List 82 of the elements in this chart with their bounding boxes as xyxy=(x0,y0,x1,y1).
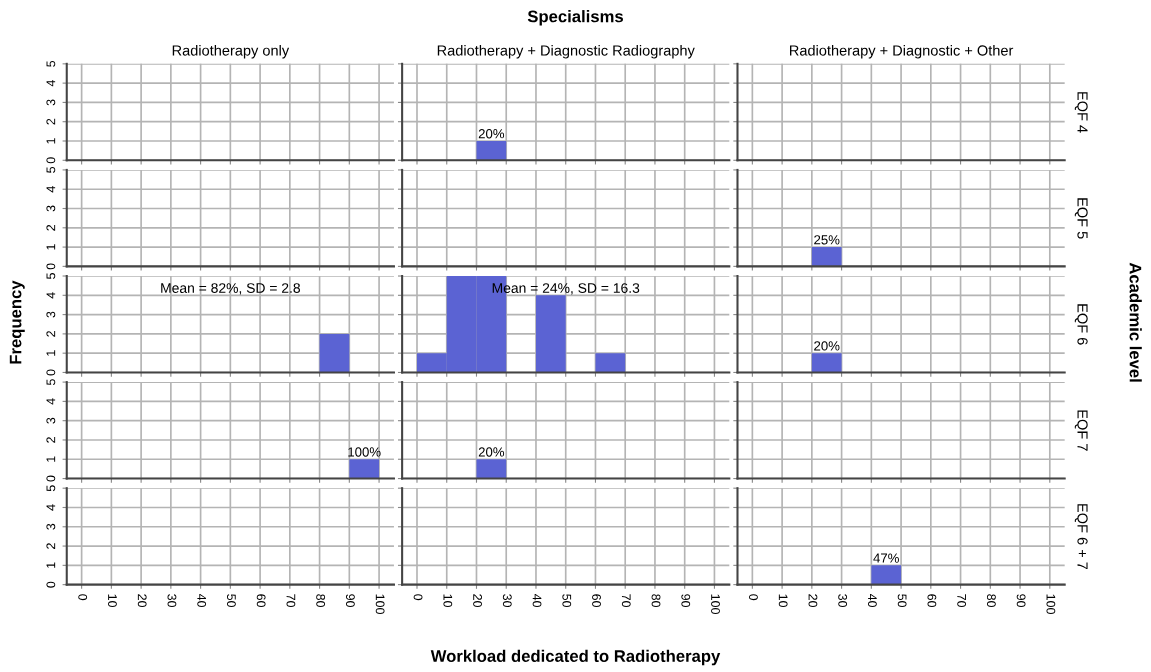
x-tick-label: 20 xyxy=(473,594,482,608)
annotation: 100% xyxy=(348,447,381,457)
y-tick-label: 3 xyxy=(46,311,56,318)
y-tick-label: 3 xyxy=(46,523,56,530)
chart-title: Radiotherapy + Diagnostic + Other xyxy=(790,44,1014,59)
x-tick-label: 60 xyxy=(927,594,937,608)
x-tick-label: 30 xyxy=(167,594,177,608)
y-tick-label: 1 xyxy=(46,244,56,250)
annotation: 20% xyxy=(478,129,505,139)
y-tick-label: 3 xyxy=(46,417,56,424)
x-tick-label: 80 xyxy=(986,594,996,608)
x-tick-label: 90 xyxy=(1016,594,1026,608)
x-tick-label: 10 xyxy=(108,594,117,608)
annotation: 47% xyxy=(873,553,899,563)
y-tick-label: 5 xyxy=(46,273,56,279)
x-tick-label: 50 xyxy=(227,594,236,608)
y-tick-label: 1 xyxy=(46,562,56,568)
x-tick-label: 0 xyxy=(78,594,88,601)
x-tick-label: 70 xyxy=(286,594,296,608)
x-tick-label: 10 xyxy=(778,594,788,608)
y-tick-label: 0 xyxy=(46,157,56,164)
x-tick-label: 80 xyxy=(651,594,661,608)
x-tick-label: 60 xyxy=(256,594,266,608)
y-tick-label: 2 xyxy=(46,224,56,231)
x-tick-label: 0 xyxy=(749,594,758,601)
x-tick-label: 20 xyxy=(137,594,147,608)
x-tick-label: 50 xyxy=(562,594,572,608)
x-tick-label: 40 xyxy=(532,593,542,608)
y-tick-label: 2 xyxy=(46,437,56,443)
y-tick-label: 2 xyxy=(46,543,56,549)
chart-title: Radiotherapy only xyxy=(172,44,290,59)
y-tick-label: 2 xyxy=(46,118,56,125)
y-tick-label: 1 xyxy=(46,350,56,356)
y-tick-label: 4 xyxy=(46,80,56,87)
x-tick-label: 30 xyxy=(838,594,848,608)
x-tick-label: 60 xyxy=(592,594,601,608)
chart-title: Radiotherapy + Diagnostic Radiography xyxy=(437,44,695,59)
y-tick-label: 3 xyxy=(46,205,56,212)
y-tick-label: 3 xyxy=(46,99,56,106)
x-tick-label: 80 xyxy=(316,594,326,608)
y-tick-label: 4 xyxy=(46,292,56,299)
x-tick-label: 50 xyxy=(897,594,907,608)
y-tick-label: 5 xyxy=(46,485,56,492)
y-tick-label: 5 xyxy=(46,379,56,386)
annotation: 20% xyxy=(478,447,505,457)
y2-axis-title: EQF 7 xyxy=(1074,410,1088,451)
text: Workload dedicated to Radiotherapy xyxy=(430,649,721,666)
x-tick-label: 90 xyxy=(681,594,691,608)
y-tick-label: 4 xyxy=(46,504,56,511)
x-tick-label: 10 xyxy=(443,594,453,608)
y-tick-label: 0 xyxy=(46,475,56,482)
annotation: 20% xyxy=(814,341,840,351)
x-tick-label: 40 xyxy=(867,593,877,608)
y-tick-label: 5 xyxy=(46,166,56,173)
text: Academic level xyxy=(1129,262,1142,382)
x-tick-label: 90 xyxy=(345,594,355,608)
y2-axis-title: EQF 5 xyxy=(1074,198,1088,239)
y2-axis-title: EQF 6 xyxy=(1074,304,1088,345)
x-tick-label: 70 xyxy=(957,594,967,608)
y-tick-label: 1 xyxy=(46,138,56,144)
x-tick-label: 30 xyxy=(502,594,512,608)
y-tick-label: 4 xyxy=(46,186,56,193)
text: Specialisms xyxy=(527,10,623,26)
x-tick-label: 100 xyxy=(375,594,385,615)
x-tick-label: 100 xyxy=(711,594,720,615)
y-tick-label: 1 xyxy=(46,456,56,462)
x-tick-label: 70 xyxy=(621,594,631,608)
x-tick-label: 40 xyxy=(197,593,207,608)
y2-axis-title: EQF 6 + 7 xyxy=(1074,504,1088,570)
annotation: Mean = 82%, SD = 2.8 xyxy=(161,283,301,295)
annotation: 25% xyxy=(814,235,840,245)
y-tick-label: 0 xyxy=(46,581,56,588)
y2-axis-title: EQF 4 xyxy=(1074,92,1088,133)
y-tick-label: 5 xyxy=(46,60,56,67)
y-tick-label: 0 xyxy=(46,263,56,270)
y-tick-label: 2 xyxy=(46,331,56,337)
text: Frequency xyxy=(9,280,25,364)
y-tick-label: 4 xyxy=(46,398,56,405)
x-tick-label: 20 xyxy=(808,594,818,608)
x-tick-label: 0 xyxy=(413,594,423,601)
x-tick-label: 100 xyxy=(1046,594,1056,615)
y-tick-label: 0 xyxy=(46,369,56,376)
